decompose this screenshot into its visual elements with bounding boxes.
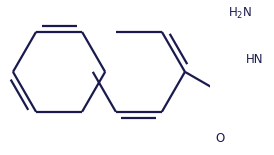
Text: HN: HN <box>246 53 263 66</box>
Text: $\mathregular{H_2N}$: $\mathregular{H_2N}$ <box>229 6 253 21</box>
Text: O: O <box>215 132 224 145</box>
